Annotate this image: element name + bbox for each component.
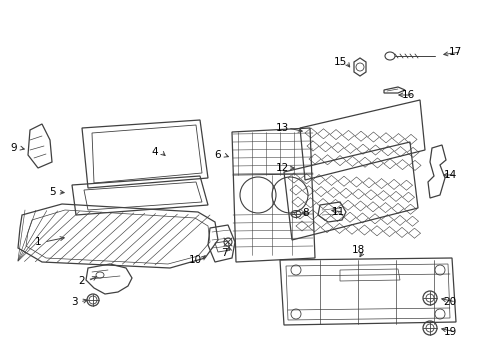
- Text: 12: 12: [275, 163, 289, 173]
- Text: 20: 20: [443, 297, 457, 307]
- Text: 11: 11: [331, 207, 344, 217]
- Text: 17: 17: [448, 47, 462, 57]
- Text: 2: 2: [79, 276, 85, 286]
- Text: 10: 10: [189, 255, 201, 265]
- Text: 1: 1: [35, 237, 41, 247]
- Text: 19: 19: [443, 327, 457, 337]
- Text: 13: 13: [275, 123, 289, 133]
- Text: 5: 5: [49, 187, 55, 197]
- Text: 9: 9: [11, 143, 17, 153]
- Text: 15: 15: [333, 57, 346, 67]
- Text: 16: 16: [401, 90, 415, 100]
- Text: 7: 7: [220, 248, 227, 258]
- Text: 18: 18: [351, 245, 365, 255]
- Text: 6: 6: [215, 150, 221, 160]
- Text: 8: 8: [303, 208, 309, 218]
- Text: 3: 3: [71, 297, 77, 307]
- Text: 14: 14: [443, 170, 457, 180]
- Text: 4: 4: [152, 147, 158, 157]
